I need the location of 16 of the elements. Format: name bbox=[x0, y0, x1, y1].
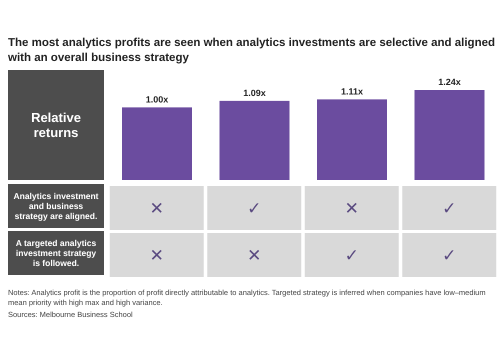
category-label: ✕ ✕ bbox=[150, 199, 164, 266]
category-label: ✕ ✓ bbox=[344, 199, 359, 266]
data-label: 1.00x bbox=[146, 94, 168, 104]
category-label: ✓ ✓ bbox=[442, 199, 456, 266]
data-label: 1.11x bbox=[340, 86, 364, 96]
category-label: ✓ ✕ bbox=[247, 199, 262, 266]
bar bbox=[317, 99, 387, 180]
data-label: 1.24x bbox=[438, 77, 461, 87]
bar bbox=[414, 90, 484, 180]
text: A targeted analytics investment strategy is followed. bbox=[8, 231, 104, 275]
bar bbox=[122, 107, 192, 180]
bar bbox=[220, 100, 290, 180]
chart-title: The most analytics profits are seen when analytics investments are selective and aligned with an overall business strategy bbox=[8, 36, 496, 66]
y-axis-title: Relative returns bbox=[8, 70, 104, 180]
data-label: 1.09x bbox=[243, 88, 266, 98]
text: Analytics investment and business strategy are aligned. bbox=[8, 184, 104, 228]
